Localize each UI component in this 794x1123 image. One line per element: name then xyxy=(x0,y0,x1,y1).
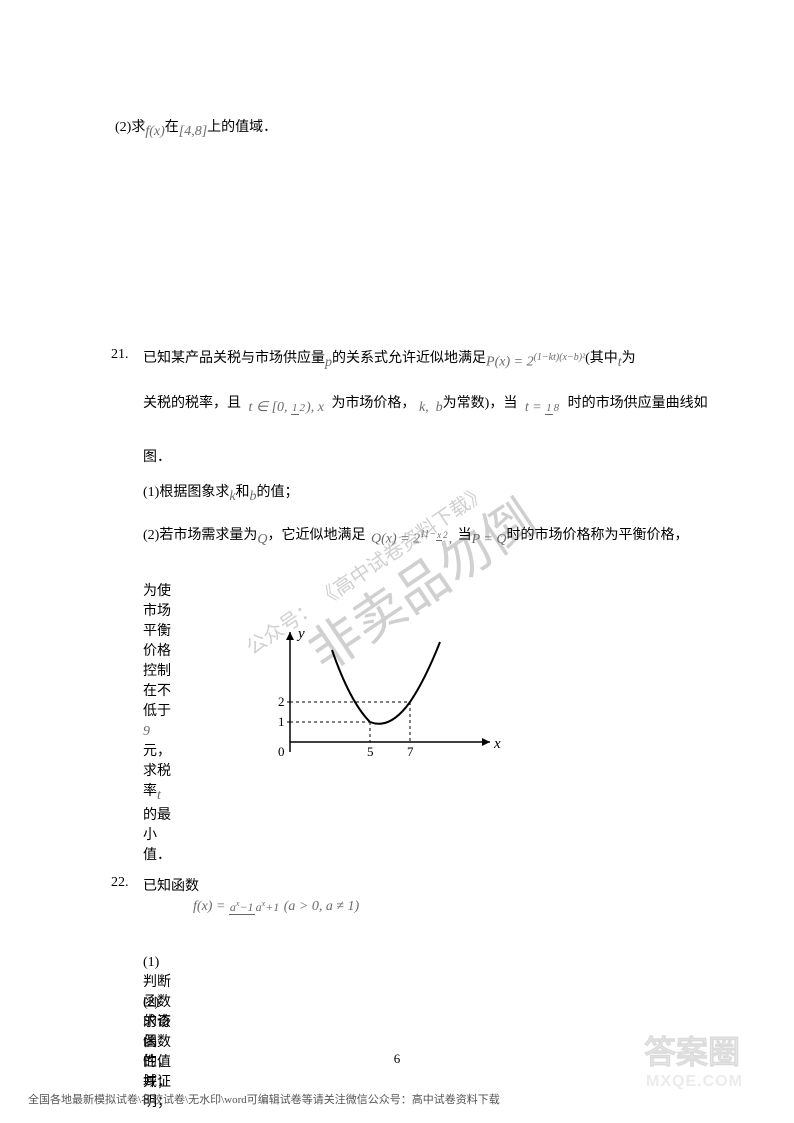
q21-p1a: 根据图象求 xyxy=(159,485,229,500)
xtick-5: 5 xyxy=(367,744,374,759)
q21-l2c: 为常数) xyxy=(443,396,490,411)
q20-text1: 求 xyxy=(131,120,145,135)
ytick-1: 1 xyxy=(278,714,285,729)
q21-l2a: 关税的税率，且 xyxy=(143,396,241,411)
q22-p2-prefix: (2) xyxy=(143,995,159,1010)
q21-p1b: 和 xyxy=(236,485,250,500)
q21-p2a: 若市场需求量为 xyxy=(159,528,257,543)
q21-l2b: 为市场价格， xyxy=(331,396,415,411)
logo-text-sub: MXQE.COM xyxy=(646,1073,743,1090)
q21-l1b: 的关系式允许近似地满足 xyxy=(332,351,486,366)
q21-p1c: 的值； xyxy=(257,485,299,500)
q21-l4-9: 9 xyxy=(143,724,150,740)
q21-vars-kb: k, b xyxy=(419,400,443,416)
q20-fx: f(x) xyxy=(145,124,164,140)
q21-part2: (2)若市场需求量为Q，它近似地满足 Q(x) = 211−x2, 当P = Q… xyxy=(143,524,688,548)
q21-l2e: 时的市场供应量曲线如 xyxy=(568,396,708,411)
q20-prefix: (2) xyxy=(115,120,131,135)
q21-formula-t-range: t ∈ [0, 12), x xyxy=(249,399,324,416)
q21-line4: 为使市场平衡价格控制在不低于9元，求税率t的最小值． xyxy=(143,580,171,864)
q21-p1-bvar: b xyxy=(250,489,257,505)
q21-var-p: p xyxy=(325,355,332,371)
q22-line1: 已知函数 f(x) = ax−1ax+1 (a > 0, a ≠ 1) xyxy=(143,875,359,915)
q21-l1a: 已知某产品关税与市场供应量 xyxy=(143,351,325,366)
q21-p2c: 当 xyxy=(458,528,472,543)
xtick-7: 7 xyxy=(407,744,414,759)
q22-l1a: 已知函数 xyxy=(143,879,199,894)
q22-number: 22. xyxy=(111,875,129,891)
supply-curve-chart: 1 2 5 7 0 y x xyxy=(250,622,510,782)
q21-number: 21. xyxy=(111,347,129,363)
q20-text3: 上的值域． xyxy=(207,120,277,135)
watermark-logo: 答案圈 MXQE.COM xyxy=(634,1028,774,1103)
q20-text2: 在 xyxy=(165,120,179,135)
q20-part2: (2)求f(x)在[4,8]上的值域． xyxy=(115,116,277,140)
y-axis-label: y xyxy=(296,626,305,642)
ytick-2: 2 xyxy=(278,694,285,709)
q21-line2: 关税的税率，且 t ∈ [0, 12), x 为市场价格， k, b为常数)，当… xyxy=(143,392,708,416)
q21-l1d: 为 xyxy=(622,351,636,366)
q21-p2-eq: P = Q xyxy=(472,532,507,548)
q21-l4a: 为使市场平衡价格控制在不低于 xyxy=(143,584,171,719)
q22-part2: (2)求该函数的值域； xyxy=(143,995,171,1091)
q21-p2b: ，它近似地满足 xyxy=(267,528,365,543)
q21-part1: (1)根据图象求k和b的值； xyxy=(143,481,299,505)
q21-line3: 图． xyxy=(143,446,171,466)
q20-interval: [4,8] xyxy=(179,124,207,140)
q21-formula1: P(x) = 2(1−kt)(x−b)² xyxy=(486,352,585,371)
logo-text-main: 答案圈 xyxy=(644,1034,740,1070)
footer-text: 全国各地最新模拟试卷\名校试卷\无水印\word可编辑试卷等请关注微信公众号：高… xyxy=(28,1091,500,1107)
x-axis-label: x xyxy=(493,736,501,752)
q22-formula: f(x) = ax−1ax+1 (a > 0, a ≠ 1) xyxy=(193,899,359,915)
q21-line1: 已知某产品关税与市场供应量p的关系式允许近似地满足P(x) = 2(1−kt)(… xyxy=(143,347,636,371)
q21-p2-formula: Q(x) = 211−x2, xyxy=(371,529,452,548)
q22-p1-prefix: (1) xyxy=(143,955,159,970)
q21-l4c: 的最小值． xyxy=(143,808,171,863)
q21-p2-prefix: (2) xyxy=(143,528,159,543)
q21-l4-t: t xyxy=(157,788,161,804)
q21-formula-t18: t = 18 xyxy=(525,400,560,416)
q21-l2d: ，当 xyxy=(489,396,517,411)
q21-l1c: (其中 xyxy=(585,351,618,366)
q21-p2-Q: Q xyxy=(257,532,267,548)
origin-label: 0 xyxy=(278,744,285,759)
q21-p2d: 时的市场价格称为平衡价格， xyxy=(506,528,688,543)
q21-p1-prefix: (1) xyxy=(143,485,159,500)
